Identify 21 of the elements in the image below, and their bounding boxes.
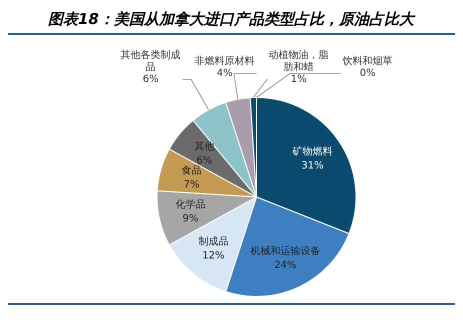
text: 0% [360,68,376,80]
data-label: 12% [202,250,224,262]
data-label: 1% [290,74,307,86]
slice-label: 机械和运输设备 [250,244,320,257]
data-label: 7% [184,180,200,191]
slice-label: 化学品 [175,198,206,210]
chart-title: 图表18：美国从加拿大进口产品类型占比，原油占比大 [8,8,455,35]
data-label: 9% [182,213,198,224]
data-label: 24% [274,260,296,271]
slice-label: 矿物燃料 [291,146,332,158]
slice-label: 其他 [194,140,214,152]
data-label: 4% [216,68,233,80]
data-label: 6% [196,155,212,166]
slice-label: 非燃料原材料 [194,55,255,68]
slice-label: 食品 [182,164,202,177]
slice-label: 制成品 [198,236,228,248]
data-label: 6% [142,74,159,86]
slice-label: 其他各类制成品 [120,49,181,74]
category-label: 饮料和烟草 [342,56,393,68]
slice-label: 动植物油，脂肪和蜡 [268,49,329,74]
data-label: 31% [301,160,324,172]
